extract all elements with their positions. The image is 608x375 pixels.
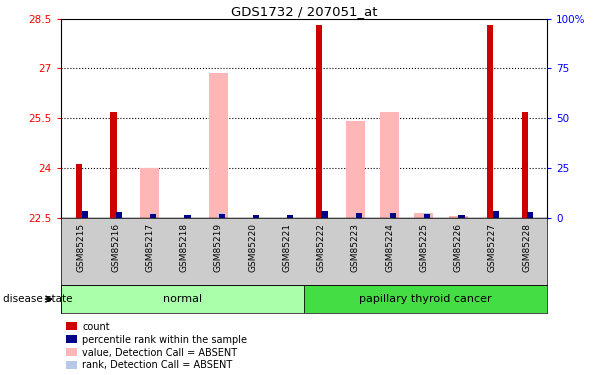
Legend: count, percentile rank within the sample, value, Detection Call = ABSENT, rank, : count, percentile rank within the sample… [66, 322, 247, 370]
Bar [415, 213, 434, 217]
Text: disease state: disease state [3, 294, 72, 304]
Bar [81, 210, 88, 218]
Text: normal: normal [163, 294, 202, 304]
Bar [219, 213, 225, 217]
Text: GSM85223: GSM85223 [351, 223, 360, 272]
Bar [184, 214, 191, 217]
Text: GSM85222: GSM85222 [317, 223, 326, 272]
Bar [346, 122, 365, 218]
Text: GSM85228: GSM85228 [522, 223, 531, 272]
Bar [322, 210, 328, 218]
Bar [449, 216, 468, 217]
Bar [316, 26, 322, 218]
Text: GSM85217: GSM85217 [145, 223, 154, 272]
Bar [355, 213, 361, 217]
Bar [150, 213, 156, 217]
Bar [116, 211, 122, 217]
Text: GSM85224: GSM85224 [385, 223, 394, 272]
Bar [218, 213, 224, 217]
Text: GSM85216: GSM85216 [111, 223, 120, 272]
Bar [390, 213, 396, 217]
Bar [380, 111, 399, 218]
Bar [253, 214, 259, 217]
Bar [209, 74, 228, 217]
Text: GSM85218: GSM85218 [179, 223, 188, 272]
Bar [61, 285, 304, 313]
Bar [150, 213, 156, 217]
Text: GSM85225: GSM85225 [420, 223, 429, 272]
Bar [492, 210, 499, 218]
Bar [140, 168, 159, 217]
Bar [287, 214, 294, 217]
Bar [304, 285, 547, 313]
Text: GSM85227: GSM85227 [488, 223, 497, 272]
Text: GSM85221: GSM85221 [282, 223, 291, 272]
Bar [424, 213, 430, 217]
Bar [424, 213, 430, 217]
Title: GDS1732 / 207051_at: GDS1732 / 207051_at [231, 4, 377, 18]
Bar [76, 165, 82, 218]
Bar [522, 111, 528, 218]
Text: GSM85215: GSM85215 [77, 223, 86, 272]
Text: GSM85219: GSM85219 [214, 223, 223, 272]
Text: GSM85220: GSM85220 [248, 223, 257, 272]
Bar [487, 26, 494, 218]
Bar [527, 211, 533, 217]
Text: GSM85226: GSM85226 [454, 223, 463, 272]
Bar [458, 214, 465, 217]
Bar [111, 111, 117, 218]
Bar [458, 214, 464, 217]
Bar [389, 213, 395, 217]
Text: papillary thyroid cancer: papillary thyroid cancer [359, 294, 492, 304]
Bar [356, 213, 362, 217]
